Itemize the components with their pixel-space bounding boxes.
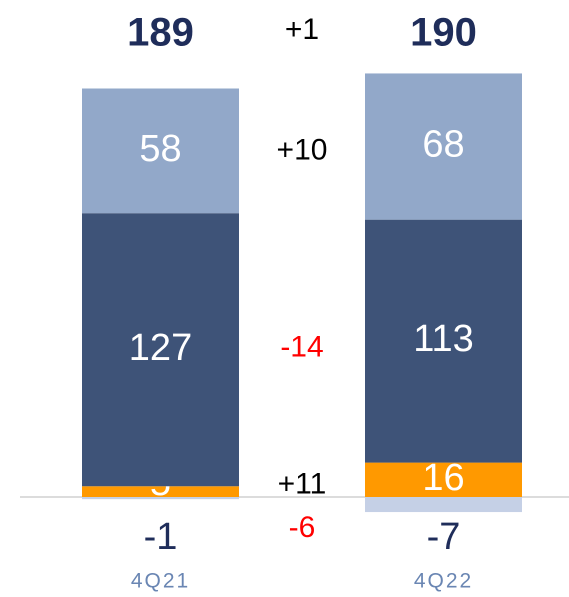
total-change-label: +1 [285,13,319,46]
bar-segment [82,213,239,487]
category-label: 4Q22 [414,570,473,593]
change-label: -6 [289,511,316,544]
segment-label: 113 [413,318,474,360]
segment-label: -1 [144,516,178,558]
segment-label: 68 [422,124,464,166]
total-label: 189 [127,11,194,55]
bar-segment [365,73,522,220]
segment-label: -7 [427,516,461,558]
bar-segment [365,219,522,463]
change-label: +10 [277,134,328,167]
category-label: 4Q21 [131,570,190,593]
segment-label: 58 [139,128,181,170]
change-label: -14 [280,330,323,363]
bar-segment [82,486,239,497]
segment-label: 127 [129,327,192,369]
segment-label: 16 [422,457,464,499]
total-label: 190 [410,11,477,55]
bar-segment [82,88,239,214]
bar-segment [365,462,522,497]
bar-segment [365,497,522,513]
bar-segment [82,497,239,500]
change-label: +11 [278,467,327,500]
